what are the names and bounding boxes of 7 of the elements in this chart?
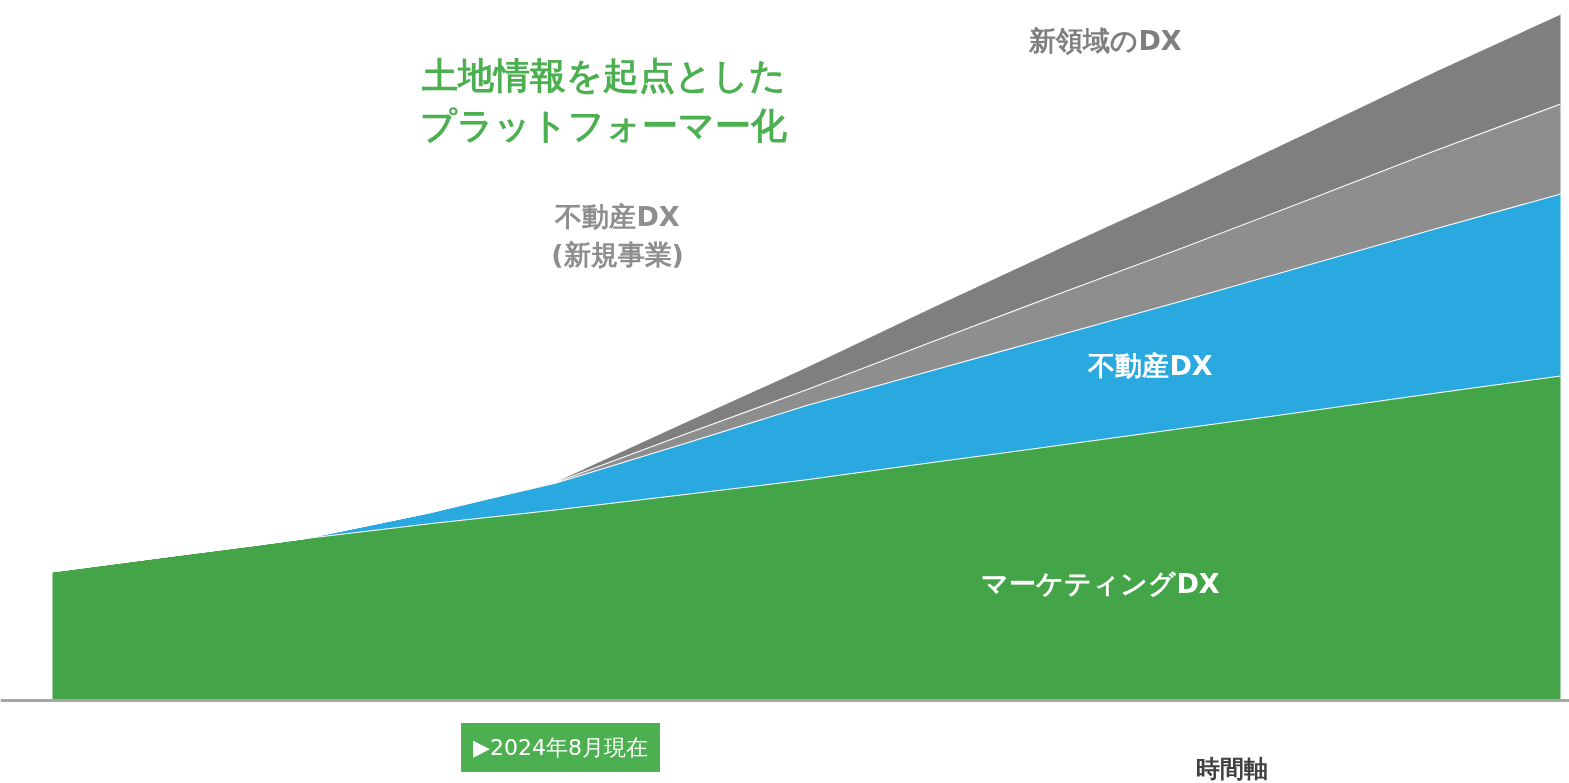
text: 不動産DX (新規事業) [551,201,684,270]
x-axis-title: 時間軸 [1195,754,1268,783]
text: 新領域のDX [1028,25,1182,56]
text: 土地情報を起点としたプラットフォーマー化 [420,55,788,146]
text: ▶2024年8月現在 [473,735,648,760]
series-label: 不動産DX [1087,350,1213,381]
series-label: マーケティングDX [981,568,1220,599]
